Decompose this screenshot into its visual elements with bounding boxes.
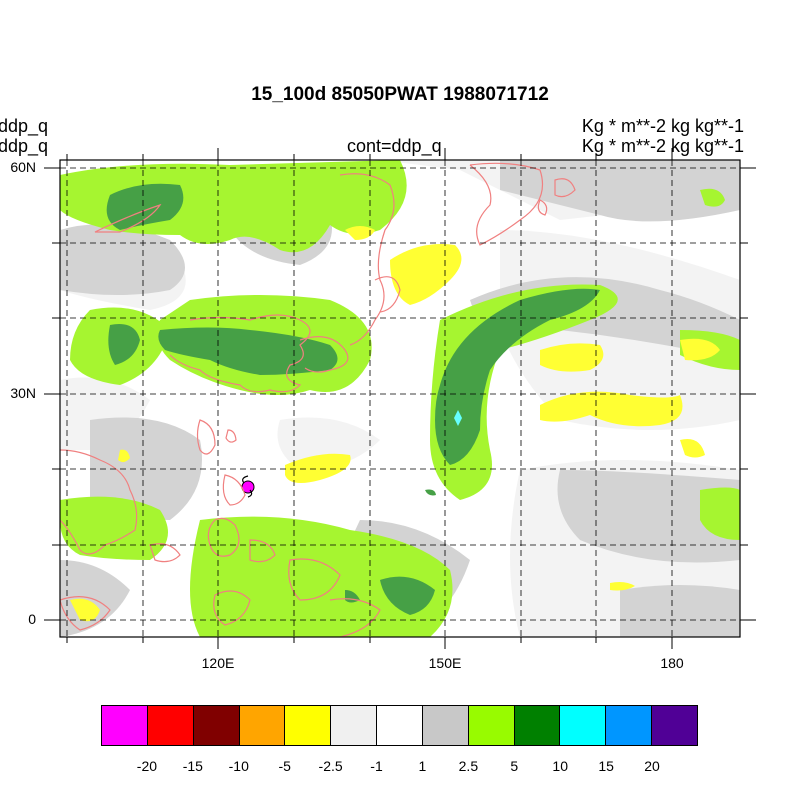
axis-ticks: [44, 148, 756, 649]
left-string-1: ddp_q: [0, 116, 49, 136]
colorbar-label: 20: [644, 758, 660, 774]
typhoon-symbol: [242, 475, 253, 498]
colorbar-swatch-9: [514, 706, 561, 745]
lat-label-30n: 30N: [10, 385, 36, 401]
colorbar-swatch-4: [285, 706, 332, 745]
colorbar-label: -2.5: [318, 758, 343, 774]
colorbar-label: 1: [418, 758, 427, 774]
center-string: cont=ddp_q: [347, 136, 442, 156]
colorbar-swatch-5: [331, 706, 378, 745]
lat-label-60n: 60N: [10, 159, 36, 175]
cyan-spot: [454, 410, 462, 426]
colorbar-swatch-11: [606, 706, 653, 745]
colorbar-swatch-10: [560, 706, 607, 745]
grid-lines: [60, 160, 740, 637]
lon-label-180: 180: [660, 655, 684, 671]
colorbar-label: -10: [228, 758, 249, 774]
colorbar-label: 15: [598, 758, 614, 774]
colorbar-label: -20: [136, 758, 158, 774]
colorbar-label: 2.5: [458, 758, 479, 774]
colorbar-swatch-0: [102, 706, 148, 745]
right-string-2: Kg * m**-2 kg kg**-1: [581, 136, 744, 156]
yellow-fields: [70, 226, 720, 622]
colorbar-label: -15: [182, 758, 203, 774]
gray-fields: [60, 160, 740, 637]
lon-label-120e: 120E: [201, 655, 235, 671]
colorbar-swatch-6: [377, 706, 423, 745]
dark-green-fields: [106, 183, 600, 615]
colorbar-swatch-1: [147, 706, 194, 745]
colorbar-label: 5: [510, 758, 519, 774]
left-string-2: ddp_q: [0, 136, 49, 156]
plot-title: 15_100d 85050PWAT 1988071712: [251, 84, 549, 105]
colorbar-label: 10: [552, 758, 569, 774]
colorbar-swatch-12: [652, 706, 697, 745]
coastlines: [60, 162, 576, 637]
colorbar-swatch-3: [239, 706, 286, 745]
map-frame: [59, 159, 741, 638]
colorbar: [101, 705, 698, 746]
colorbar-swatch-7: [422, 706, 469, 745]
lat-label-0: 0: [28, 611, 36, 627]
colorbar-swatch-2: [193, 706, 240, 745]
lon-label-150e: 150E: [428, 655, 462, 671]
colorbar-labels: -20 -15 -10 -5 -2.5 -1 1 2.5 5 10 15 20: [0, 758, 800, 778]
right-string-1: Kg * m**-2 kg kg**-1: [581, 116, 744, 136]
colorbar-swatch-8: [468, 706, 515, 745]
colorbar-label: -1: [370, 758, 383, 774]
colorbar-label: -5: [278, 758, 291, 774]
